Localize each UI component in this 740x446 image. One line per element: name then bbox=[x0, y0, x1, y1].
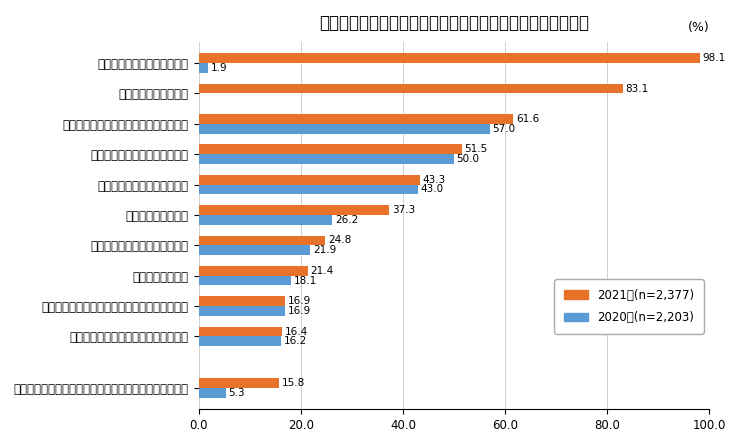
Bar bbox=[198, 327, 283, 336]
Text: 50.0: 50.0 bbox=[457, 154, 480, 164]
Text: 16.9: 16.9 bbox=[288, 296, 311, 306]
Bar bbox=[198, 114, 514, 124]
Text: 21.9: 21.9 bbox=[313, 245, 336, 255]
Legend: 2021年(n=2,377), 2020年(n=2,203): 2021年(n=2,377), 2020年(n=2,203) bbox=[554, 279, 704, 334]
Bar bbox=[198, 63, 209, 73]
Text: 5.3: 5.3 bbox=[228, 388, 245, 398]
Bar bbox=[198, 215, 332, 225]
Bar bbox=[198, 276, 291, 285]
Bar bbox=[198, 175, 420, 185]
Bar bbox=[198, 235, 326, 245]
Bar bbox=[198, 154, 454, 164]
Text: 16.4: 16.4 bbox=[285, 326, 308, 337]
Bar bbox=[198, 266, 308, 276]
Text: 26.2: 26.2 bbox=[335, 215, 358, 225]
Text: 57.0: 57.0 bbox=[492, 124, 516, 134]
Title: 企業における情報セキュリティ対策の実施状況（複数回答）: 企業における情報セキュリティ対策の実施状況（複数回答） bbox=[319, 14, 589, 32]
Text: 98.1: 98.1 bbox=[702, 53, 725, 63]
Bar bbox=[198, 378, 279, 388]
Text: 16.9: 16.9 bbox=[288, 306, 311, 316]
Bar bbox=[198, 185, 418, 194]
Bar bbox=[198, 205, 389, 215]
Bar bbox=[198, 145, 462, 154]
Bar bbox=[198, 245, 311, 255]
Text: 24.8: 24.8 bbox=[328, 235, 351, 245]
Text: 18.1: 18.1 bbox=[294, 276, 317, 285]
Text: 37.3: 37.3 bbox=[391, 205, 415, 215]
Text: 51.5: 51.5 bbox=[464, 145, 488, 154]
Bar bbox=[198, 306, 285, 316]
Bar bbox=[198, 297, 285, 306]
Bar bbox=[198, 336, 281, 346]
Bar bbox=[198, 54, 700, 63]
Text: 16.2: 16.2 bbox=[284, 336, 307, 347]
Text: 1.9: 1.9 bbox=[211, 63, 227, 73]
Text: (%): (%) bbox=[687, 21, 710, 34]
Text: 21.4: 21.4 bbox=[311, 266, 334, 276]
Bar bbox=[198, 84, 623, 93]
Text: 43.3: 43.3 bbox=[423, 175, 445, 185]
Text: 43.0: 43.0 bbox=[421, 185, 444, 194]
Text: 15.8: 15.8 bbox=[282, 378, 305, 388]
Text: 61.6: 61.6 bbox=[516, 114, 539, 124]
Bar bbox=[198, 124, 490, 133]
Text: 83.1: 83.1 bbox=[625, 83, 649, 94]
Bar bbox=[198, 388, 226, 398]
